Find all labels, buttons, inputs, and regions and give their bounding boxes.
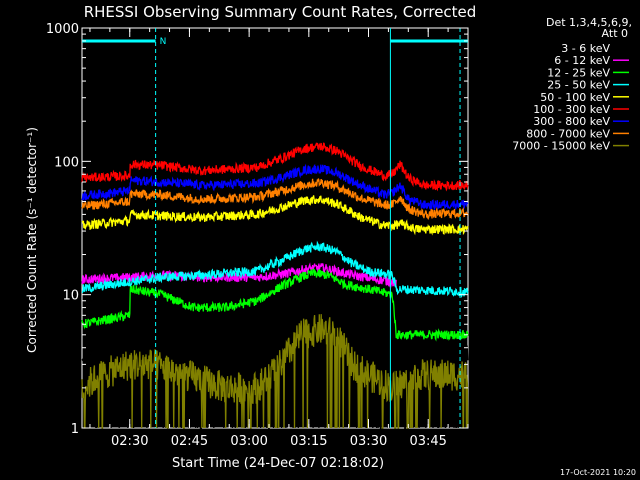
chart-title: RHESSI Observing Summary Count Rates, Co…	[84, 3, 477, 21]
y-tick-label-1: 10	[62, 289, 79, 304]
legend-label-4: 50 - 100 keV	[540, 91, 610, 104]
y-tick-label-2: 100	[54, 155, 79, 170]
x-axis-label: Start Time (24-Dec-07 02:18:02)	[172, 456, 384, 471]
overlay-group: N	[82, 28, 468, 428]
y-tick-label-0: 1	[71, 422, 79, 437]
legend-header-line-2: Att 0	[602, 27, 628, 40]
x-tick-label-0: 02:30	[111, 434, 148, 449]
series-group	[81, 142, 469, 429]
y-axis-label: Corrected Count Rate (s⁻¹ detector⁻¹)	[25, 127, 39, 353]
legend-header-line-1: Det 1,3,4,5,6,9,	[546, 16, 632, 29]
series-line-4	[81, 195, 469, 236]
legend-label-3: 25 - 50 keV	[547, 79, 610, 92]
legend-label-0: 3 - 6 keV	[561, 42, 610, 55]
legend-label-5: 100 - 300 keV	[533, 103, 610, 116]
x-tick-label-4: 03:30	[350, 434, 387, 449]
series-line-7	[81, 178, 469, 221]
axes-group: 1 10 100 1000 02:30 02:45 03:00 03:15 03:30 03:45	[46, 22, 469, 449]
series-line-2	[81, 268, 469, 342]
legend-label-8: 7000 - 15000 keV	[512, 140, 610, 153]
x-tick-label-5: 03:45	[409, 434, 446, 449]
night-label: N	[160, 37, 167, 47]
series-line-8	[81, 314, 469, 429]
footer-date: 17-Oct-2021 10:20	[560, 468, 636, 477]
series-line-5	[81, 142, 469, 192]
series-line-3	[81, 240, 469, 298]
x-tick-label-3: 03:15	[290, 434, 327, 449]
series-line-6	[81, 163, 469, 211]
y-tick-label-3: 1000	[46, 22, 79, 37]
legend-label-2: 12 - 25 keV	[547, 66, 610, 79]
x-tick-label-2: 03:00	[230, 434, 267, 449]
x-tick-label-1: 02:45	[171, 434, 208, 449]
legend-label-1: 6 - 12 keV	[554, 54, 610, 67]
legend-label-7: 800 - 7000 keV	[526, 127, 610, 140]
legend-label-6: 300 - 800 keV	[533, 115, 610, 128]
